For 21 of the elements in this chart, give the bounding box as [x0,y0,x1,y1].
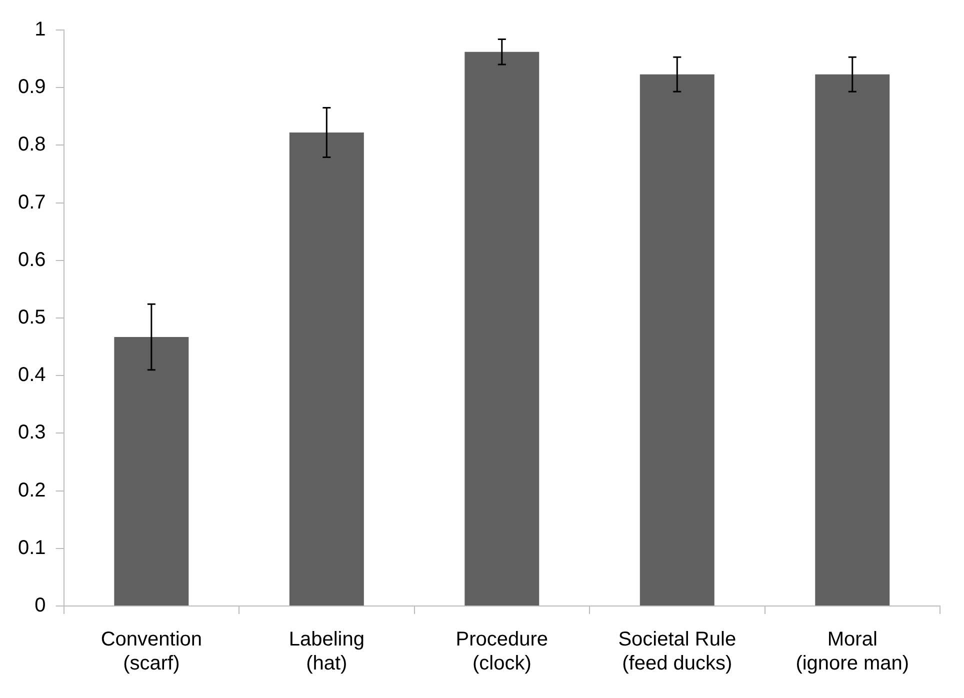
x-tick-label: Labeling (hat) [288,628,364,675]
x-tick-label: Societal Rule (feed ducks) [618,628,736,675]
y-tick-label: 1 [34,18,46,41]
x-tick-label: Convention (scarf) [100,628,202,675]
bar [815,74,890,606]
y-tick-label: 0.1 [18,536,46,559]
x-tick-label: Moral (ignore man) [796,628,910,675]
bar [289,132,364,606]
y-tick-label: 0.4 [18,364,46,386]
y-tick-label: 0.7 [18,191,46,214]
y-tick-label: 0.2 [18,479,46,502]
bar [114,337,189,606]
y-tick-label: 0 [34,594,46,617]
y-tick-label: 0.8 [18,134,46,156]
y-tick-label: 0.9 [18,76,46,98]
y-tick-label: 0.3 [18,422,46,444]
bar [640,74,714,606]
x-tick-label: Procedure (clock) [456,628,548,675]
y-tick-label: 0.6 [18,248,46,271]
y-tick-label: 0.5 [18,306,46,329]
bar [464,52,540,606]
